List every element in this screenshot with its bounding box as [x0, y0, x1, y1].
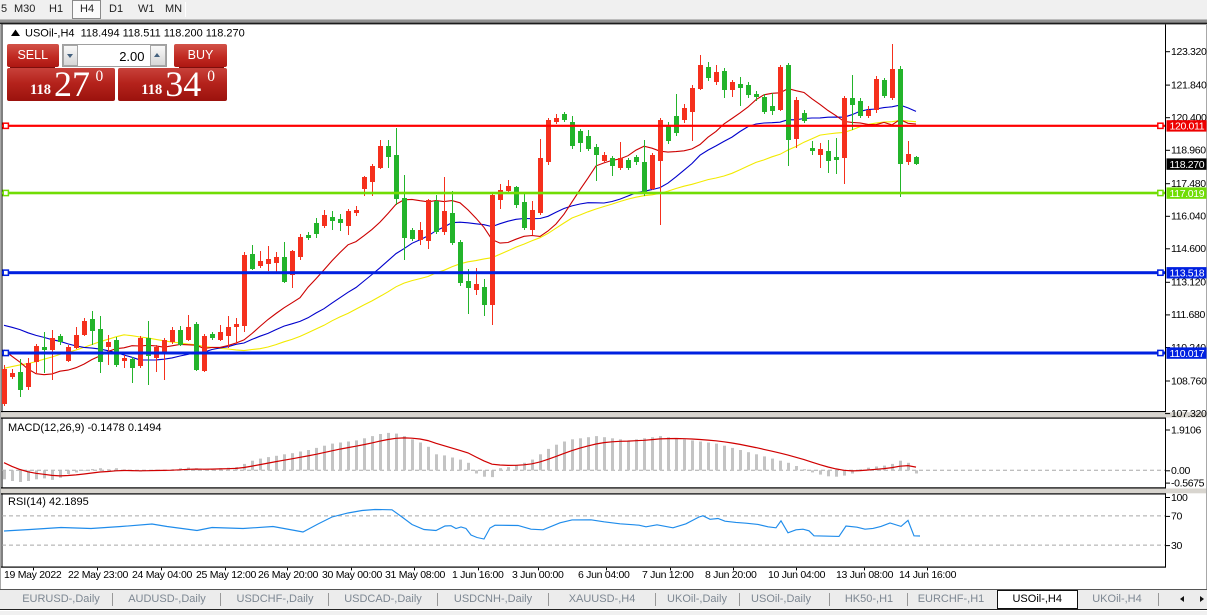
svg-text:31 May 08:00: 31 May 08:00 [385, 569, 445, 581]
svg-text:114.600: 114.600 [1171, 243, 1206, 255]
svg-text:7 Jun 12:00: 7 Jun 12:00 [642, 569, 694, 581]
svg-text:19 May 2022: 19 May 2022 [4, 569, 62, 581]
svg-text:107.320: 107.320 [1171, 408, 1207, 420]
svg-text:24 May 04:00: 24 May 04:00 [132, 569, 192, 581]
svg-text:108.760: 108.760 [1171, 375, 1207, 387]
svg-text:14 Jun 16:00: 14 Jun 16:00 [899, 569, 957, 581]
svg-text:30 May 00:00: 30 May 00:00 [322, 569, 382, 581]
svg-text:116.040: 116.040 [1171, 211, 1206, 223]
svg-text:117.480: 117.480 [1171, 178, 1206, 190]
svg-text:0.00: 0.00 [1171, 465, 1191, 477]
svg-text:117.019: 117.019 [1170, 188, 1205, 200]
svg-text:110.017: 110.017 [1170, 348, 1205, 360]
svg-text:RSI(14) 42.1895: RSI(14) 42.1895 [8, 496, 89, 508]
svg-text:118.960: 118.960 [1171, 145, 1206, 157]
svg-text:25 May 12:00: 25 May 12:00 [196, 569, 256, 581]
svg-text:10 Jun 04:00: 10 Jun 04:00 [768, 569, 826, 581]
svg-text:123.320: 123.320 [1171, 46, 1207, 58]
svg-text:1 Jun 16:00: 1 Jun 16:00 [452, 569, 504, 581]
svg-text:113.518: 113.518 [1170, 268, 1205, 280]
svg-text:USOil-,H4 118.494 118.511 118: USOil-,H4 118.494 118.511 118.200 118.27… [25, 28, 245, 40]
svg-text:22 May 23:00: 22 May 23:00 [68, 569, 128, 581]
svg-text:70: 70 [1171, 511, 1182, 523]
svg-text:MACD(12,26,9) -0.1478 0.1494: MACD(12,26,9) -0.1478 0.1494 [8, 422, 161, 434]
svg-text:100: 100 [1171, 492, 1188, 504]
svg-text:3 Jun 00:00: 3 Jun 00:00 [512, 569, 564, 581]
svg-text:111.680: 111.680 [1171, 309, 1205, 321]
svg-text:30: 30 [1171, 540, 1182, 552]
svg-text:118.270: 118.270 [1170, 159, 1205, 171]
svg-text:-0.5675: -0.5675 [1171, 477, 1205, 489]
svg-text:121.840: 121.840 [1171, 79, 1207, 91]
svg-text:1.9106: 1.9106 [1171, 424, 1202, 436]
svg-text:120.011: 120.011 [1170, 121, 1205, 133]
svg-text:113.120: 113.120 [1171, 277, 1206, 289]
svg-text:8 Jun 20:00: 8 Jun 20:00 [705, 569, 757, 581]
svg-text:26 May 20:00: 26 May 20:00 [258, 569, 318, 581]
svg-text:6 Jun 04:00: 6 Jun 04:00 [578, 569, 630, 581]
svg-text:13 Jun 08:00: 13 Jun 08:00 [836, 569, 894, 581]
